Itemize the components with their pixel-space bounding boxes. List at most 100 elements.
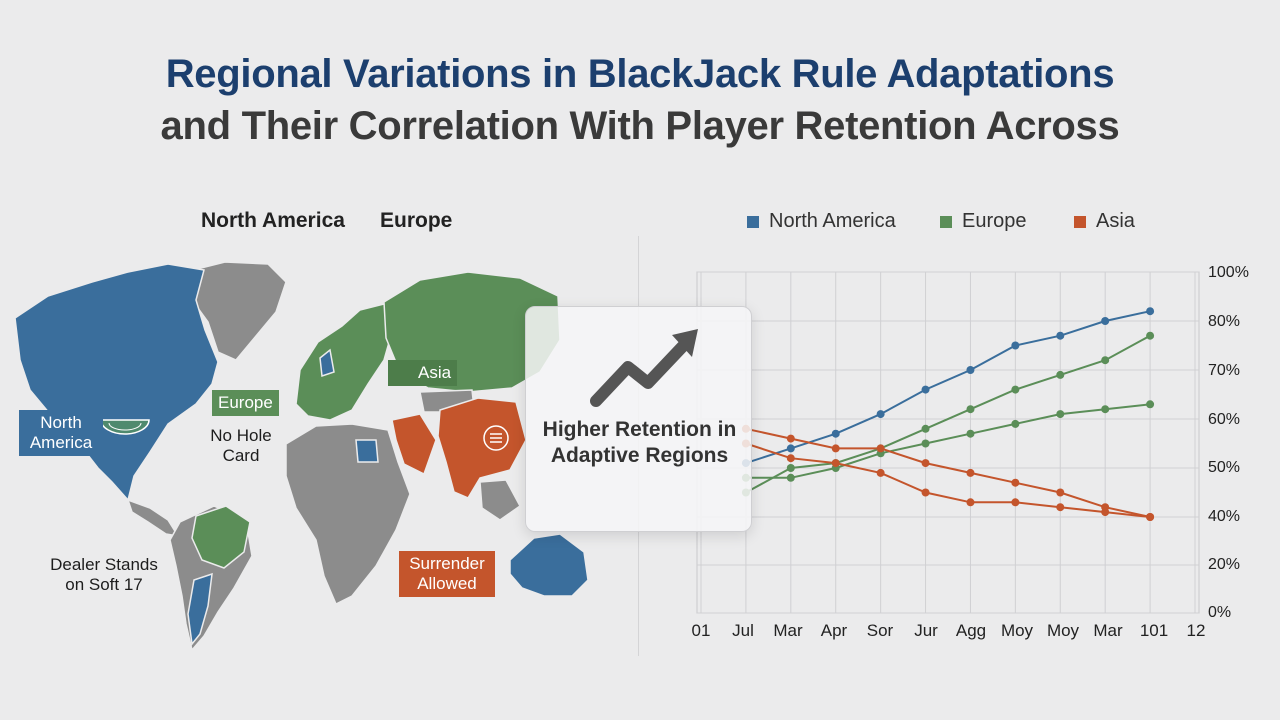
legend-swatch: [1074, 215, 1086, 228]
series-line-north-america: [745, 310, 1151, 465]
data-point-north-america: [1146, 307, 1155, 316]
data-point-north-america: [921, 385, 930, 394]
y-tick-label: 0%: [1208, 604, 1232, 621]
x-tick-label: Jul: [732, 621, 754, 640]
data-point-north-america: [966, 366, 975, 374]
data-point-europe: [966, 429, 975, 438]
chart-subtitle: and Their Correlation With Player Retent…: [160, 104, 1120, 148]
legend-swatch: [940, 215, 952, 228]
map-tag-surrender-allowed: Surrender Allowed: [399, 551, 495, 597]
data-point-europe: [786, 464, 795, 472]
y-tick-label: 100%: [1208, 264, 1249, 281]
series-line-europe: [745, 403, 1151, 479]
callout-text: Higher Retention in Adaptive Regions: [542, 418, 737, 467]
chart-legend-item-asia: Asia: [1074, 210, 1135, 233]
data-point-europe: [921, 424, 930, 433]
data-point-europe: [1056, 370, 1065, 379]
x-tick-label: Moy: [1000, 621, 1034, 640]
x-tick-label: Apr: [820, 621, 848, 640]
chart-legend-item-europe: Europe: [940, 210, 1027, 233]
chart-title: Regional Variations in BlackJack Rule Ad…: [165, 52, 1115, 96]
map-region-egypt: [355, 439, 379, 463]
map-note-dealer-stands: Dealer Stands on Soft 17: [50, 555, 158, 594]
x-tick-label: Mar: [1093, 621, 1123, 640]
data-point-asia: [921, 459, 930, 468]
map-tag-north-america: North America: [19, 410, 103, 456]
data-point-europe: [1011, 385, 1020, 394]
y-tick-label: 40%: [1208, 508, 1241, 525]
data-point-asia: [1011, 478, 1020, 487]
blackjack-table-icon: [100, 419, 150, 435]
x-tick-label: Agg: [955, 621, 987, 640]
data-point-north-america: [831, 429, 840, 438]
data-point-north-america: [1056, 331, 1065, 340]
x-tick-label: 01: [691, 621, 711, 640]
series-line-asia: [745, 442, 1151, 518]
trend-up-arrow-icon: [590, 329, 698, 407]
map-region-australia: [509, 533, 589, 597]
data-point-asia: [831, 444, 840, 453]
y-tick-label: 70%: [1208, 362, 1241, 379]
data-point-asia: [1101, 503, 1110, 512]
series-line-asia: [745, 427, 1151, 518]
data-point-europe: [1011, 419, 1020, 428]
y-tick-label: 60%: [1208, 411, 1241, 428]
chart-legend-item-north-america: North America: [747, 210, 896, 233]
y-tick-label: 50%: [1208, 459, 1241, 476]
data-point-asia: [921, 488, 930, 497]
plot-frame: [696, 271, 1200, 614]
coins-icon: [483, 425, 509, 451]
data-point-europe: [786, 473, 795, 482]
data-point-north-america: [1101, 317, 1110, 325]
x-tick-label: Moy: [1046, 621, 1080, 640]
y-tick-label: 80%: [1208, 313, 1241, 330]
data-point-asia: [1056, 488, 1065, 497]
data-point-asia: [831, 459, 840, 468]
map-legend-north-america: North America: [201, 209, 345, 232]
data-point-asia: [966, 498, 975, 507]
data-point-europe: [1101, 356, 1110, 365]
map-tag-asia: Asia: [388, 360, 458, 386]
map-region-china: [437, 397, 527, 499]
x-tick-label: Mar: [773, 621, 803, 640]
data-point-asia: [876, 468, 885, 477]
data-point-europe: [966, 405, 975, 414]
map-region-middle-east: [391, 413, 437, 476]
data-point-europe: [1146, 331, 1155, 340]
world-map: [14, 261, 589, 652]
map-note-no-hole-card: No Hole Card: [210, 426, 272, 465]
data-point-asia: [966, 468, 975, 477]
map-region-brazil: [191, 505, 251, 569]
data-point-asia: [1056, 503, 1065, 512]
map-legend-europe: Europe: [380, 209, 453, 232]
x-tick-label: Jur: [914, 621, 938, 640]
data-point-asia: [1146, 513, 1155, 521]
data-point-asia: [876, 444, 885, 453]
data-point-north-america: [876, 410, 885, 419]
data-point-europe: [921, 439, 930, 448]
map-region-africa: [285, 423, 411, 606]
legend-label: Europe: [962, 210, 1027, 232]
data-point-north-america: [786, 444, 795, 453]
data-point-europe: [1056, 410, 1065, 419]
x-tick-label: 12: [1186, 621, 1206, 640]
map-tag-europe: Europe: [212, 390, 279, 416]
map-region-uk: [319, 348, 335, 378]
data-point-north-america: [1011, 341, 1020, 350]
series-line-europe: [745, 334, 1151, 494]
legend-label: North America: [769, 210, 896, 232]
map-region-greenland: [184, 261, 287, 361]
y-tick-label: 20%: [1208, 556, 1241, 573]
data-point-asia: [786, 454, 795, 463]
retention-callout: Higher Retention in Adaptive Regions: [525, 306, 752, 532]
legend-label: Asia: [1096, 210, 1135, 232]
data-point-asia: [786, 434, 795, 443]
legend-swatch: [747, 215, 759, 228]
data-point-europe: [1101, 405, 1110, 414]
x-tick-label: 101: [1139, 621, 1169, 640]
map-region-se-asia: [479, 479, 521, 521]
map-region-argentina: [187, 572, 213, 646]
x-tick-label: Sor: [866, 621, 894, 640]
data-point-europe: [1146, 400, 1155, 409]
data-point-asia: [1011, 498, 1020, 507]
